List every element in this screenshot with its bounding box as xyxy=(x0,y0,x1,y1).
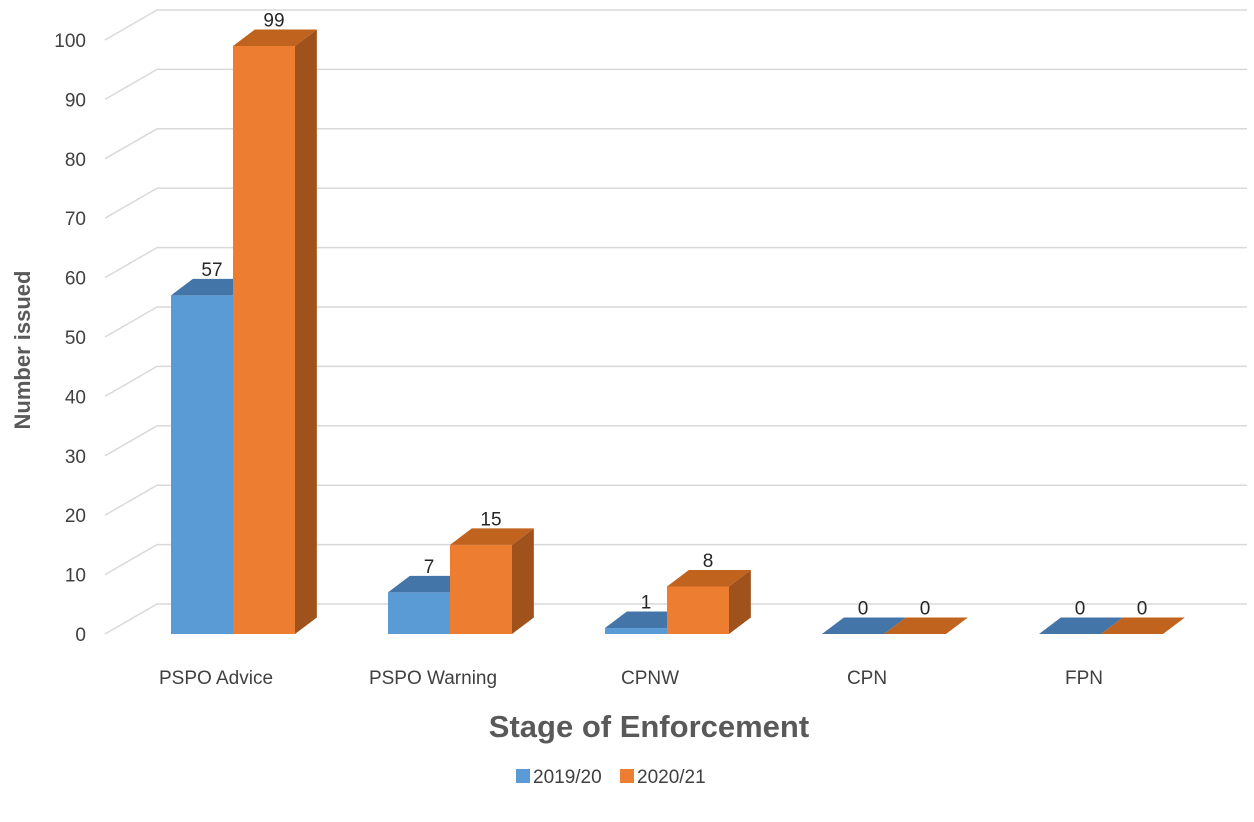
bar-top xyxy=(233,29,317,46)
category-label: CPN xyxy=(847,668,887,689)
bars xyxy=(171,29,1185,634)
legend-label: 2020/21 xyxy=(637,767,706,788)
data-label: 1 xyxy=(641,593,652,614)
bar-side xyxy=(512,528,534,634)
bar-front xyxy=(233,45,295,634)
legend: 2019/20 2020/21 xyxy=(516,767,706,788)
bar-2020-21-fpn xyxy=(1101,617,1185,634)
y-tick-label: 0 xyxy=(75,625,86,646)
category-label: CPNW xyxy=(621,668,679,689)
legend-swatch xyxy=(620,769,634,783)
bar-2020-21-pspo-advice xyxy=(233,29,317,634)
y-tick-label: 50 xyxy=(65,328,86,349)
gridline xyxy=(104,425,1247,457)
bar-top xyxy=(1101,617,1185,634)
bar-side xyxy=(295,29,317,634)
legend-item-2020-21: 2020/21 xyxy=(620,767,706,788)
gridline xyxy=(104,187,1247,219)
bar-top xyxy=(884,617,968,634)
y-tick-label: 90 xyxy=(65,90,86,111)
data-label: 7 xyxy=(424,557,435,578)
bar-front xyxy=(667,586,729,634)
gridline xyxy=(104,68,1247,101)
category-label: PSPO Advice xyxy=(159,668,273,689)
y-axis-ticks: 0 10 20 30 40 50 60 70 80 90 100 xyxy=(54,31,86,646)
y-tick-label: 20 xyxy=(65,506,86,527)
y-tick-label: 10 xyxy=(65,566,86,587)
x-axis-categories: PSPO Advice PSPO Warning CPNW CPN FPN xyxy=(159,668,1103,689)
legend-swatch xyxy=(516,769,530,783)
data-label: 0 xyxy=(1075,599,1086,620)
bar-top xyxy=(822,617,906,634)
data-label: 15 xyxy=(480,509,501,530)
data-label: 0 xyxy=(858,599,869,620)
bar-2020-21-cpn xyxy=(884,617,968,634)
legend-item-2019-20: 2019/20 xyxy=(516,767,602,788)
bar-2019-20-cpn xyxy=(822,617,906,634)
data-label: 99 xyxy=(263,10,284,31)
bar-front xyxy=(450,544,512,634)
y-axis-title: Number issued xyxy=(10,271,35,430)
bar-front xyxy=(171,295,233,634)
y-tick-label: 80 xyxy=(65,150,86,171)
bar-top xyxy=(450,528,534,545)
y-tick-label: 30 xyxy=(65,447,86,468)
gridline xyxy=(104,9,1247,41)
bar-side xyxy=(729,569,751,634)
data-labels: 57 99 7 15 1 8 0 0 0 0 xyxy=(201,10,1147,619)
gridline xyxy=(104,484,1247,516)
bar-front xyxy=(388,592,450,634)
data-label: 57 xyxy=(201,260,222,281)
y-tick-label: 40 xyxy=(65,387,86,408)
category-label: PSPO Warning xyxy=(369,668,497,689)
gridlines xyxy=(104,9,1247,635)
gridline xyxy=(104,246,1247,279)
gridline xyxy=(104,128,1247,160)
y-tick-label: 100 xyxy=(54,31,86,52)
category-label: FPN xyxy=(1065,668,1103,689)
data-label: 0 xyxy=(1137,599,1148,620)
y-tick-label: 60 xyxy=(65,269,86,290)
x-axis-title: Stage of Enforcement xyxy=(489,709,809,744)
gridline xyxy=(104,365,1247,398)
gridline xyxy=(104,543,1247,576)
gridline xyxy=(104,603,1247,635)
bar-2020-21-cpnw xyxy=(667,569,751,634)
legend-label: 2019/20 xyxy=(533,767,602,788)
bar-top xyxy=(667,569,751,587)
bar-2020-21-pspo-warning xyxy=(450,528,534,634)
data-label: 8 xyxy=(703,551,714,572)
data-label: 0 xyxy=(920,599,931,620)
gridline xyxy=(104,306,1247,338)
y-tick-label: 70 xyxy=(65,209,86,230)
bar-2019-20-fpn xyxy=(1039,617,1123,634)
bar-top xyxy=(1039,617,1123,634)
bar-front xyxy=(605,628,667,634)
